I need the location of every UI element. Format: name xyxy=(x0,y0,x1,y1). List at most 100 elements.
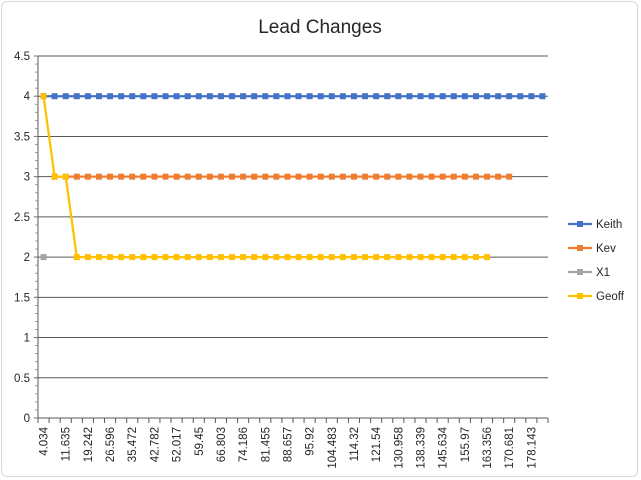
x-tick-label: 4.034 xyxy=(39,426,51,455)
data-point xyxy=(129,254,136,261)
data-point xyxy=(339,93,346,100)
data-point xyxy=(195,254,202,261)
data-point xyxy=(350,254,357,261)
data-point xyxy=(461,93,468,100)
data-point xyxy=(62,93,69,100)
legend: Keith Kev X1 Geoff xyxy=(568,219,625,303)
data-point xyxy=(95,93,102,100)
data-point xyxy=(40,254,47,261)
data-point xyxy=(217,173,224,180)
data-point xyxy=(240,173,247,180)
data-point xyxy=(162,254,169,261)
data-point xyxy=(450,93,457,100)
x-tick-label: 19.242 xyxy=(83,427,95,462)
x-tick-label: 95.92 xyxy=(305,427,317,456)
legend-item-geoff: Geoff xyxy=(568,291,625,303)
legend-item-kev: Kev xyxy=(568,243,616,255)
y-tick-label: 1 xyxy=(24,333,30,345)
y-tick-label: 2 xyxy=(24,252,30,264)
data-point xyxy=(184,93,191,100)
data-point xyxy=(262,93,269,100)
data-point xyxy=(450,254,457,261)
data-point xyxy=(384,93,391,100)
x-tick-label: 163.356 xyxy=(482,427,494,469)
data-point xyxy=(206,254,213,261)
data-point xyxy=(73,93,80,100)
data-point xyxy=(317,254,324,261)
legend-marker xyxy=(577,245,583,251)
data-point xyxy=(350,173,357,180)
data-point xyxy=(384,173,391,180)
data-point xyxy=(140,93,147,100)
data-point xyxy=(439,254,446,261)
data-point xyxy=(339,254,346,261)
chart-title: Lead Changes xyxy=(258,17,382,38)
data-point xyxy=(262,254,269,261)
data-point xyxy=(195,173,202,180)
data-point xyxy=(484,93,491,100)
series-group xyxy=(40,93,546,261)
y-tick-label: 4.5 xyxy=(14,51,30,63)
y-axis-ticks: 0 0.5 1 1.5 2 2.5 3 3.5 4 4.5 xyxy=(14,51,31,425)
data-point xyxy=(251,173,258,180)
data-point xyxy=(328,93,335,100)
data-point xyxy=(262,173,269,180)
data-point xyxy=(306,173,313,180)
data-point xyxy=(51,173,58,180)
x-tick-label: 42.782 xyxy=(149,427,161,462)
data-point xyxy=(406,254,413,261)
x-tick-label: 66.803 xyxy=(216,427,228,462)
data-point xyxy=(495,93,502,100)
data-point xyxy=(184,173,191,180)
axes xyxy=(34,55,549,423)
data-point xyxy=(395,93,402,100)
data-point xyxy=(273,254,280,261)
data-point xyxy=(373,254,380,261)
data-point xyxy=(140,173,147,180)
data-point xyxy=(417,254,424,261)
data-point xyxy=(328,254,335,261)
data-point xyxy=(373,173,380,180)
data-point xyxy=(484,173,491,180)
data-point xyxy=(472,173,479,180)
data-point xyxy=(362,93,369,100)
data-point xyxy=(151,93,158,100)
data-point xyxy=(118,173,125,180)
data-point xyxy=(217,254,224,261)
data-point xyxy=(84,93,91,100)
data-point xyxy=(395,254,402,261)
data-point xyxy=(184,254,191,261)
x-tick-label: 88.657 xyxy=(282,427,294,462)
data-point xyxy=(472,254,479,261)
x-tick-label: 138.339 xyxy=(416,427,428,469)
data-point xyxy=(173,254,180,261)
data-point xyxy=(428,254,435,261)
data-point xyxy=(284,173,291,180)
data-point xyxy=(461,254,468,261)
series-kev xyxy=(51,173,513,180)
data-point xyxy=(539,93,546,100)
data-point xyxy=(528,93,535,100)
data-point xyxy=(306,254,313,261)
series-keith xyxy=(40,93,546,100)
data-point xyxy=(295,254,302,261)
data-point xyxy=(118,93,125,100)
data-point xyxy=(484,254,491,261)
series-geoff xyxy=(40,93,491,261)
data-point xyxy=(151,254,158,261)
legend-label: Geoff xyxy=(596,291,625,303)
x-tick-label: 104.483 xyxy=(327,427,339,469)
x-tick-label: 11.635 xyxy=(61,427,73,461)
data-point xyxy=(461,173,468,180)
data-point xyxy=(95,254,102,261)
data-point xyxy=(450,173,457,180)
legend-item-x1: X1 xyxy=(568,267,610,279)
data-point xyxy=(151,173,158,180)
data-point xyxy=(384,254,391,261)
data-point xyxy=(84,254,91,261)
legend-label: X1 xyxy=(596,267,610,279)
data-point xyxy=(84,173,91,180)
legend-marker xyxy=(577,221,583,227)
data-point xyxy=(229,173,236,180)
